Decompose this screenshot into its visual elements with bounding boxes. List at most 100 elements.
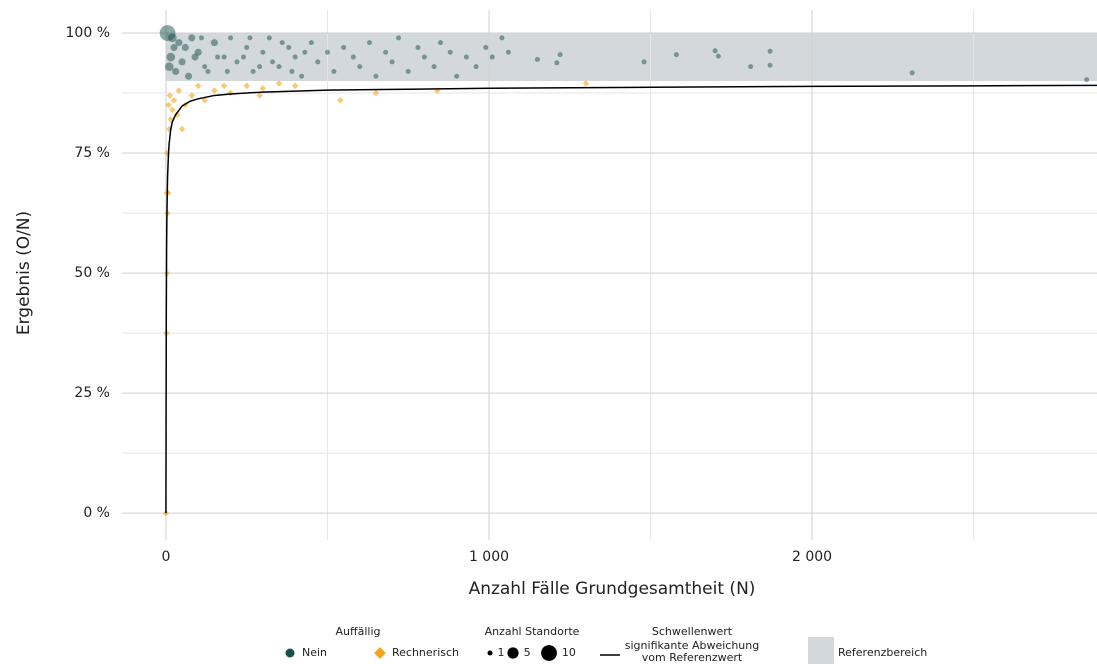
point: [205, 68, 211, 74]
point: [276, 64, 282, 70]
point: [463, 54, 469, 60]
diamond-point: [220, 82, 228, 90]
point: [712, 48, 718, 54]
legend-label: signifikante Abweichung: [625, 639, 759, 652]
point: [641, 59, 647, 65]
diamond-point: [188, 92, 196, 99]
point: [221, 54, 227, 60]
legend-label: 5: [524, 646, 531, 659]
legend-label: 1: [498, 646, 505, 659]
diamond-point: [243, 82, 250, 90]
point: [473, 64, 479, 70]
point: [250, 68, 256, 74]
point: [554, 60, 560, 66]
point: [673, 52, 679, 58]
y-tick-label: 50 %: [74, 265, 110, 281]
point: [215, 54, 221, 60]
legend-label: Referenzbereich: [838, 646, 927, 659]
x-tick-label: 0: [161, 549, 170, 565]
diamond-point: [259, 85, 267, 92]
legend-title: Schwellenwert: [652, 625, 733, 638]
point: [557, 52, 563, 58]
point: [383, 49, 389, 55]
point: [438, 40, 444, 46]
point: [534, 56, 540, 62]
point: [210, 39, 218, 47]
point: [909, 70, 915, 76]
legend-swatch: [374, 647, 386, 659]
point: [421, 54, 427, 60]
diamond-point: [165, 101, 172, 109]
diamond-point: [166, 92, 174, 99]
point: [483, 44, 489, 50]
point: [168, 33, 177, 43]
legend-label: Nein: [302, 646, 327, 659]
legend-swatch: [808, 637, 834, 664]
point: [244, 44, 250, 50]
point: [247, 35, 253, 41]
point: [164, 62, 174, 71]
legend-size-swatch: [541, 645, 557, 661]
point: [175, 39, 183, 47]
x-axis-title: Anzahl Fälle Grundgesamtheit (N): [469, 579, 756, 599]
diamond-point: [256, 92, 263, 99]
point: [1084, 77, 1090, 83]
legend-size-swatch: [487, 650, 493, 656]
point: [324, 49, 330, 55]
diamond-point: [211, 87, 218, 94]
point: [454, 73, 460, 79]
point: [341, 44, 347, 50]
point: [373, 73, 379, 79]
point: [240, 54, 246, 60]
diamond-point: [582, 80, 590, 87]
point: [405, 68, 411, 74]
legend-label: Rechnerisch: [392, 646, 459, 659]
point: [357, 64, 363, 70]
point: [299, 73, 305, 79]
point: [202, 64, 208, 70]
legend-title: Auffällig: [336, 625, 381, 638]
legend-size-swatch: [507, 647, 519, 659]
point: [389, 59, 395, 65]
point: [396, 35, 402, 41]
diamond-point: [175, 87, 183, 94]
point: [270, 59, 276, 65]
legend-title: Anzahl Standorte: [485, 625, 580, 638]
legend-label: 10: [562, 646, 576, 659]
point: [260, 49, 266, 55]
point: [166, 52, 176, 62]
point: [315, 59, 321, 65]
point: [767, 62, 773, 68]
point: [266, 35, 272, 41]
point: [415, 44, 421, 50]
y-tick-label: 25 %: [74, 385, 110, 401]
diamond-point: [201, 97, 208, 104]
point: [198, 35, 204, 41]
point: [228, 35, 234, 41]
point: [178, 58, 186, 66]
point: [172, 67, 180, 75]
point: [748, 64, 754, 70]
point: [224, 68, 230, 74]
legend-swatch: [285, 648, 295, 658]
y-axis-title: Ergebnis (O/N): [14, 211, 34, 335]
point: [505, 49, 511, 55]
point: [279, 40, 285, 46]
point: [308, 40, 314, 46]
diamond-point: [194, 82, 202, 90]
point: [188, 34, 196, 42]
point: [350, 54, 356, 60]
diamond-point: [169, 106, 176, 114]
point: [302, 49, 308, 55]
diamond-point: [337, 97, 344, 104]
point: [286, 44, 292, 50]
y-tick-label: 100 %: [66, 25, 110, 41]
diamond-point: [170, 97, 178, 104]
reference-band: [165, 33, 1097, 82]
x-tick-label: 2 000: [792, 549, 832, 565]
point: [292, 54, 298, 60]
diamond-point: [372, 89, 380, 97]
legend-label: vom Referenzwert: [642, 651, 743, 664]
